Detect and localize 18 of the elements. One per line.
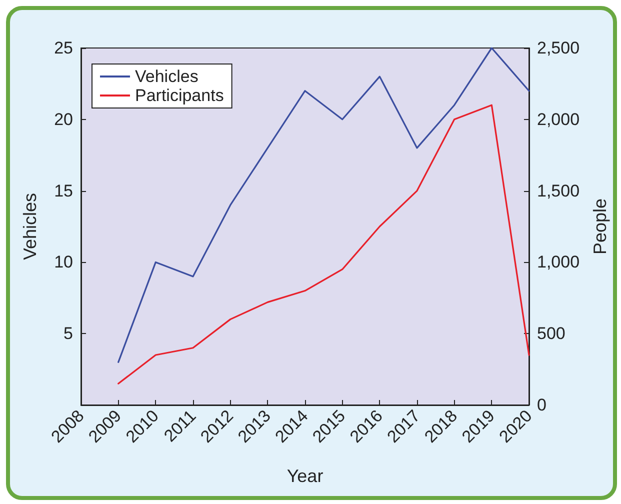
y-axis-title: Vehicles: [20, 192, 40, 260]
y2-tick-label: 1,500: [537, 181, 580, 200]
y-tick-label: 15: [54, 181, 73, 200]
line-series: [118, 47, 530, 363]
y-tick-label: 25: [54, 38, 73, 58]
y-tick-label: 20: [54, 110, 73, 129]
y-tick-label: 5: [64, 324, 73, 344]
legend-label: Participants: [135, 86, 224, 105]
x-axis-title: Year: [286, 466, 324, 486]
y2-tick-label: 500: [537, 324, 566, 344]
legend-label: Vehicles: [135, 67, 198, 86]
y2-tick-label: 2,500: [537, 38, 580, 58]
y-tick-label: 10: [54, 252, 73, 272]
y2-axis-title: People: [590, 198, 610, 255]
line-series: [118, 104, 530, 384]
y2-tick-label: 2,000: [537, 110, 580, 129]
y2-tick-label: 1,000: [537, 252, 580, 272]
y2-tick-label: 0: [537, 396, 546, 414]
